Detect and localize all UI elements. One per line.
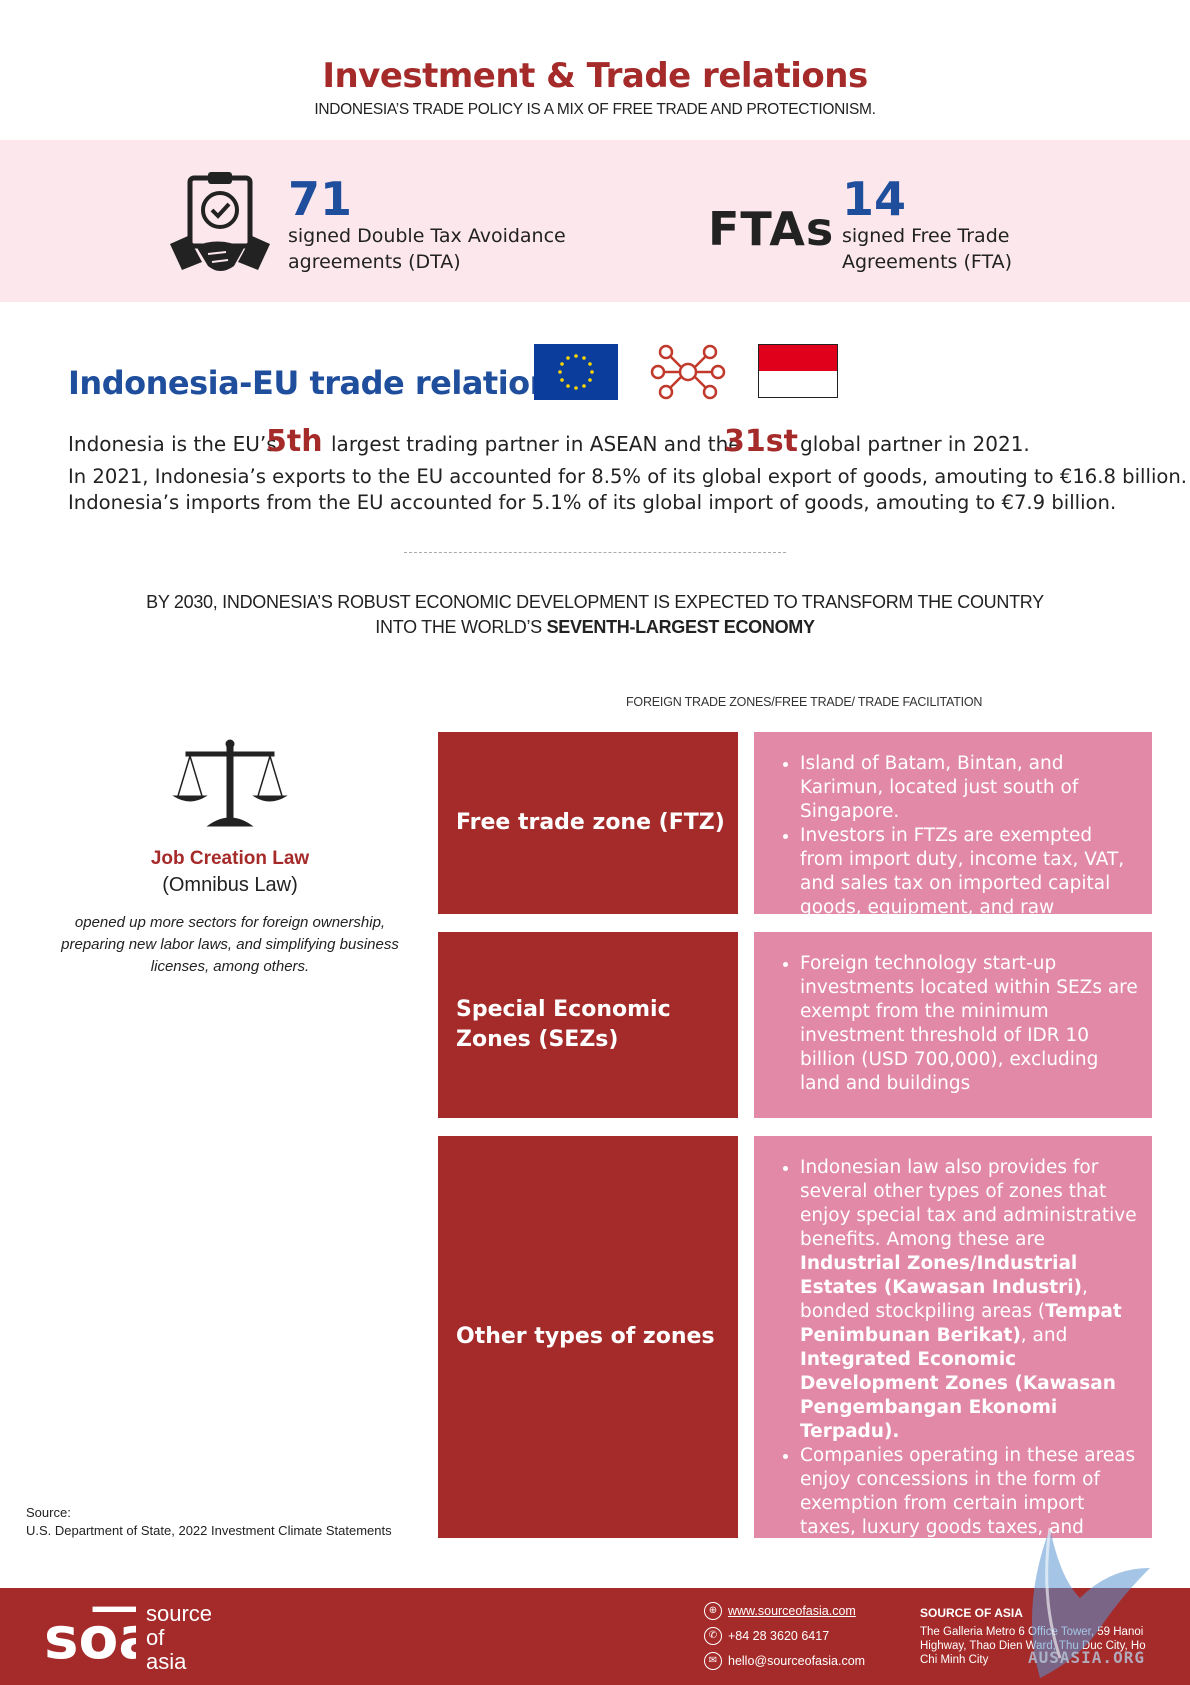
eu-rank-line-b: largest trading partner in ASEAN and the	[331, 432, 741, 456]
website-link[interactable]: ⊕ www.sourceofasia.com	[704, 1602, 856, 1620]
asean-rank-value: 5th	[266, 424, 323, 459]
law-description: opened up more sectors for foreign owner…	[61, 914, 399, 975]
list-item: Companies operating in these areas enjoy…	[800, 1444, 1142, 1612]
dta-description-line2: agreements (DTA)	[288, 251, 461, 273]
fta-description-line1: signed Free Trade	[842, 225, 1010, 247]
network-people-icon	[650, 344, 726, 400]
eu-rank-line-c: global partner in 2021.	[800, 432, 1030, 456]
list-item: Island of Batam, Bintan, and Karimun, lo…	[800, 752, 1138, 824]
scales-of-justice-icon	[172, 739, 288, 827]
office-title: SOURCE OF ASIA	[920, 1606, 1023, 1620]
watermark-bird-logo	[1032, 1527, 1150, 1678]
handshake-agreement-icon	[170, 172, 270, 271]
eu-flag-icon	[534, 344, 618, 400]
zones-section-header: FOREIGN TRADE ZONES/FREE TRADE/ TRADE FA…	[626, 695, 983, 709]
list-item: Foreign technology start-up investments …	[800, 952, 1138, 1096]
footer: so͞a source of asia ⊕ www.sourceofasia.c…	[0, 1588, 1190, 1685]
forecast-line1: BY 2030, INDONESIA’S ROBUST ECONOMIC DEV…	[146, 592, 1044, 612]
zone-label-sez: Special Economic Zones (SEZs)	[438, 932, 738, 1118]
mail-icon: ✉	[704, 1652, 722, 1670]
phone-contact[interactable]: ✆ +84 28 3620 6417	[704, 1627, 829, 1645]
law-subtitle: (Omnibus Law)	[162, 874, 298, 896]
global-rank-value: 31st	[724, 424, 798, 459]
phone-icon: ✆	[704, 1627, 722, 1645]
law-title: Job Creation Law	[150, 848, 310, 869]
indonesia-flag-icon	[758, 344, 838, 398]
fta-description-line2: Agreements (FTA)	[842, 251, 1013, 273]
forecast-line2: INTO THE WORLD’S SEVENTH-LARGEST ECONOMY	[375, 617, 815, 637]
eu-rank-line-a: Indonesia is the EU’s	[68, 432, 277, 456]
list-item: Investors in FTZs are exempted from impo…	[800, 824, 1138, 944]
fta-count: 14	[842, 172, 907, 226]
list-item: Indonesian law also provides for several…	[800, 1156, 1142, 1444]
globe-icon: ⊕	[704, 1602, 722, 1620]
eu-exports-line: In 2021, Indonesia’s exports to the EU a…	[68, 465, 1188, 488]
dta-description-line1: signed Double Tax Avoidance	[288, 225, 566, 247]
source-note: Source: U.S. Department of State, 2022 I…	[26, 1505, 392, 1538]
svg-text:so͞a: so͞a	[44, 1606, 136, 1670]
section-divider	[404, 552, 786, 553]
watermark-text: AUSASIA.ORG	[1028, 1648, 1145, 1667]
logo-wordmark: source of asia	[146, 1601, 213, 1674]
forecast-highlight: SEVENTH-LARGEST ECONOMY	[546, 617, 815, 637]
ftas-label: FTAs	[708, 202, 835, 256]
stats-band: 71 signed Double Tax Avoidance agreement…	[0, 140, 1190, 302]
zone-description-other: Indonesian law also provides for several…	[754, 1136, 1152, 1610]
page-title: Investment & Trade relations	[322, 56, 868, 96]
eu-imports-line: Indonesia’s imports from the EU accounte…	[68, 491, 1117, 514]
email-link[interactable]: ✉ hello@sourceofasia.com	[704, 1652, 865, 1670]
soa-logo: so͞a	[44, 1606, 136, 1670]
zone-description-sez: Foreign technology start-up investments …	[754, 932, 1152, 1118]
zone-label-other: Other types of zones	[438, 1136, 738, 1538]
zone-label-ftz: Free trade zone (FTZ)	[438, 732, 738, 914]
eu-relations-heading: Indonesia-EU trade relations	[68, 364, 571, 402]
zone-description-ftz: Island of Batam, Bintan, and Karimun, lo…	[754, 732, 1152, 942]
page-subtitle: INDONESIA’S TRADE POLICY IS A MIX OF FRE…	[314, 101, 876, 118]
dta-count: 71	[288, 172, 353, 226]
